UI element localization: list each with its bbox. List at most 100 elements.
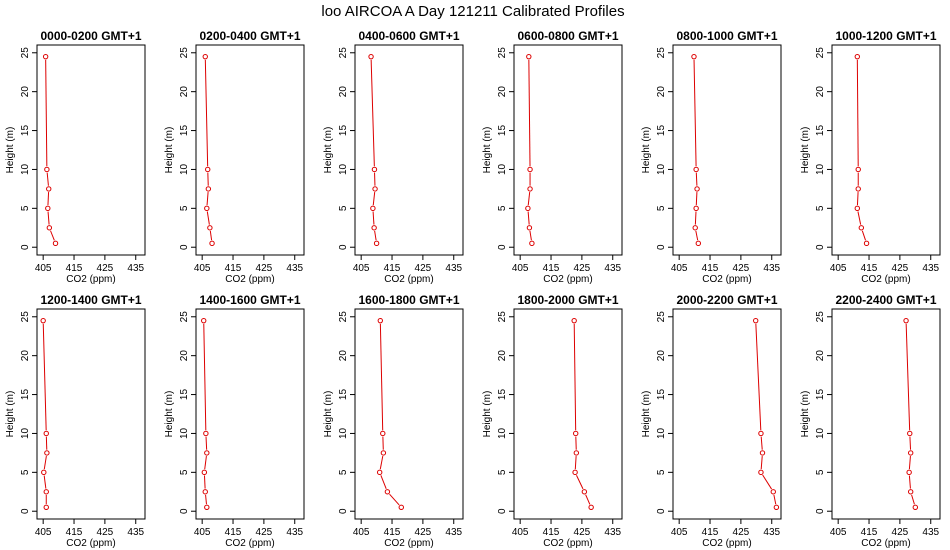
data-point [204, 450, 210, 456]
y-tick-label: 25 [338, 47, 349, 59]
series-segment [203, 475, 206, 489]
y-tick-label: 15 [179, 125, 190, 137]
y-tick-label: 0 [656, 244, 667, 250]
data-point [204, 504, 210, 511]
y-tick-label: 0 [179, 508, 190, 514]
x-tick-label: 405 [512, 527, 529, 538]
data-point [527, 166, 533, 173]
y-axis-label: Height (m) [323, 127, 334, 174]
x-tick-label: 435 [604, 527, 621, 538]
data-point [907, 430, 913, 437]
data-point [43, 504, 49, 511]
data-point [693, 166, 699, 173]
series-segment [204, 456, 207, 470]
y-tick-label: 5 [815, 205, 826, 211]
x-tick-label: 415 [225, 527, 242, 538]
data-point [903, 317, 909, 324]
data-point [377, 317, 384, 324]
panel-3: 0400-0600 GMT+1 405 415 425 435 0 5 10 15 20 25 CO2… [323, 29, 464, 285]
plot-frame [354, 308, 464, 520]
data-point [201, 317, 207, 324]
data-point [912, 504, 919, 511]
data-point [854, 205, 861, 212]
x-tick-label: 435 [286, 527, 303, 538]
series-segment [50, 230, 55, 241]
plot-frame [195, 44, 305, 256]
series-segment [45, 59, 48, 167]
series-segment [856, 192, 859, 206]
y-tick-label: 15 [20, 125, 31, 137]
data-point [370, 205, 376, 212]
x-tick-label: 415 [861, 263, 878, 274]
series-segment [47, 211, 50, 225]
x-tick-label: 405 [353, 263, 370, 274]
y-tick-label: 10 [20, 427, 31, 439]
x-tick-label: 435 [127, 263, 144, 274]
x-tick-label: 425 [574, 263, 591, 274]
series-segment [695, 172, 698, 186]
series-segment [372, 192, 376, 206]
data-point [588, 504, 594, 511]
y-tick-label: 20 [656, 350, 667, 362]
y-axis-label: Height (m) [5, 127, 16, 174]
y-tick-label: 10 [656, 163, 667, 175]
y-tick-label: 0 [815, 244, 826, 250]
panel-title: 1800-2000 GMT+1 [517, 293, 618, 307]
plot-frame [831, 44, 941, 256]
data-point [209, 240, 215, 247]
x-axis-label: CO2 (ppm) [861, 274, 910, 285]
data-point [695, 240, 702, 247]
data-point [758, 430, 764, 437]
data-point [202, 53, 208, 60]
series-segment [695, 230, 699, 241]
panel-12: 2200-2400 GMT+1 405 415 425 435 0 5 10 15 20 25 CO2… [800, 293, 941, 549]
series-segment [47, 192, 50, 206]
data-point [380, 450, 387, 456]
data-point [41, 469, 47, 476]
x-axis-label: CO2 (ppm) [702, 538, 751, 549]
y-tick-label: 25 [815, 311, 826, 323]
series-segment [908, 456, 911, 470]
data-point [694, 186, 700, 192]
x-axis-label: CO2 (ppm) [384, 538, 433, 549]
series-segment [760, 456, 763, 470]
series-segment [573, 323, 577, 431]
panel-4: 0600-0800 GMT+1 405 415 425 435 0 5 10 15 20 25 CO2… [482, 29, 623, 285]
figure-title: loo AIRCOA A Day 121211 Calibrated Profi… [321, 3, 624, 20]
series-segment [205, 494, 207, 505]
panel-7: 1200-1400 GMT+1 405 415 425 435 0 5 10 15 20 25 CO2… [5, 293, 146, 549]
series-segment [379, 323, 384, 431]
series-segment [46, 172, 49, 186]
data-point [855, 186, 861, 192]
series-segment [374, 230, 377, 241]
data-point [907, 489, 914, 495]
data-point [770, 489, 776, 495]
x-tick-label: 425 [733, 527, 750, 538]
data-point [44, 450, 50, 456]
x-tick-label: 425 [574, 527, 591, 538]
y-tick-label: 10 [179, 427, 190, 439]
y-tick-label: 20 [497, 86, 508, 98]
data-point [42, 53, 49, 60]
series-segment [42, 323, 47, 431]
x-axis-label: CO2 (ppm) [543, 274, 592, 285]
series-segment [527, 211, 530, 225]
y-tick-label: 15 [815, 389, 826, 401]
series-segment [379, 455, 384, 470]
y-tick-label: 15 [656, 125, 667, 137]
y-tick-label: 0 [338, 244, 349, 250]
y-axis-label: Height (m) [800, 391, 811, 438]
data-point [201, 469, 208, 476]
y-tick-label: 5 [20, 469, 31, 475]
x-tick-label: 415 [225, 263, 242, 274]
x-axis-label: CO2 (ppm) [543, 538, 592, 549]
x-tick-label: 415 [702, 263, 719, 274]
y-tick-label: 25 [179, 311, 190, 323]
y-tick-label: 0 [20, 508, 31, 514]
panel-title: 0600-0800 GMT+1 [517, 29, 618, 43]
x-tick-label: 405 [35, 263, 52, 274]
series-segment [574, 456, 577, 470]
y-tick-label: 20 [338, 350, 349, 362]
data-point [773, 504, 780, 511]
